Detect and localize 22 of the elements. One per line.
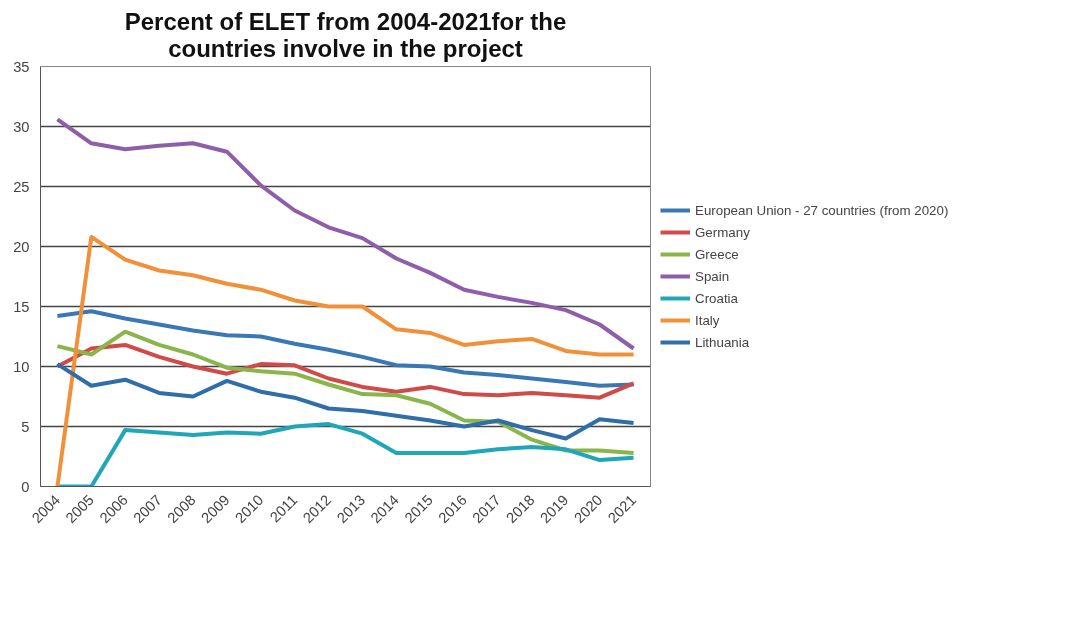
line-series [55,234,636,487]
y-tick-label: 5 [21,418,30,435]
legend-label: Greece [695,246,739,262]
legend-label: Croatia [695,290,738,306]
chart-title: Percent of ELET from 2004-2021for the countries involve in the project [124,7,567,62]
y-tick-label: 25 [13,178,30,195]
line-series [55,329,636,455]
y-tick-label: 35 [13,58,30,75]
y-tick-label: 20 [13,238,30,255]
y-tick-label: 10 [13,358,30,375]
line-series [55,362,636,441]
line-series [55,342,636,400]
y-tick-label: 0 [21,478,30,495]
y-tick-label: 15 [13,298,30,315]
legend-label: Germany [695,224,750,240]
legend-label: Italy [695,312,720,328]
legend-label: Spain [695,268,730,284]
legend-label: European Union - 27 countries (from 2020) [695,202,949,218]
y-tick-label: 30 [13,118,30,135]
line-series [55,117,636,351]
legend-label: Lithuania [695,334,750,350]
line-series [55,309,636,388]
